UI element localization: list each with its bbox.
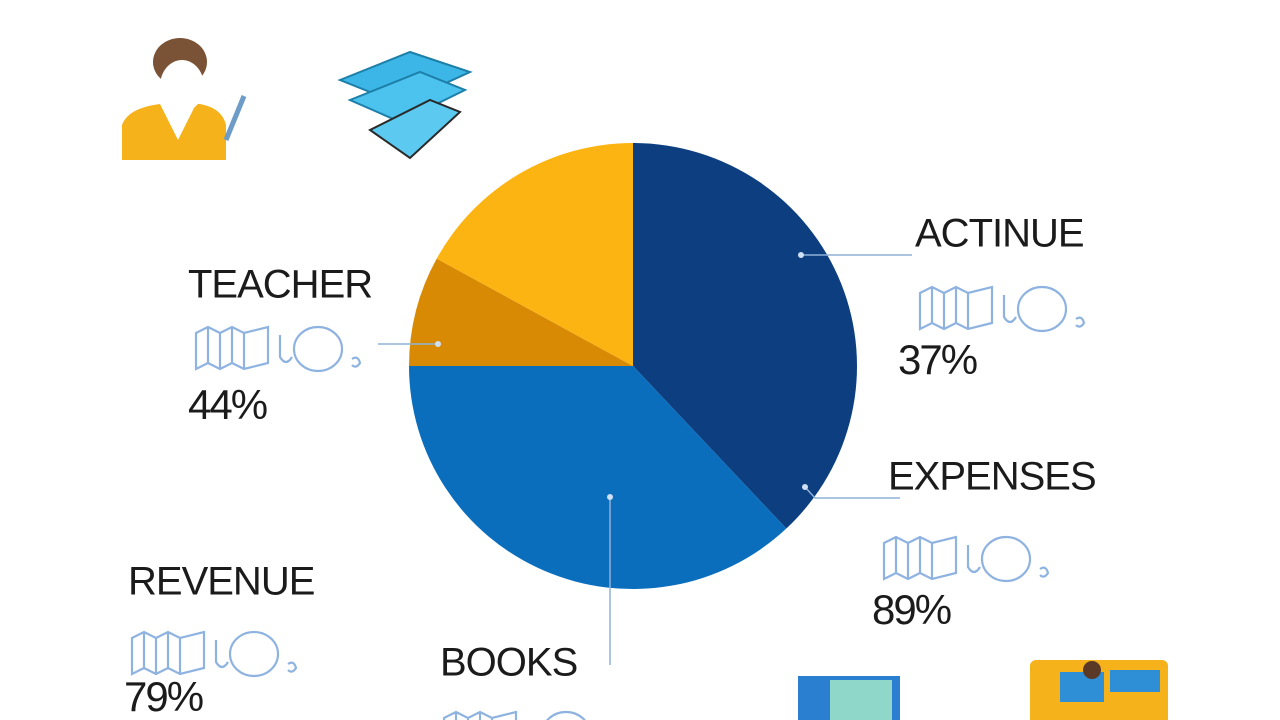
callout-label: TEACHER [188, 263, 372, 307]
map-icon [882, 535, 958, 581]
leader-dot [607, 494, 613, 500]
pie-slice [409, 258, 633, 366]
map-icon [918, 285, 994, 331]
callouts: TEACHER 44% ACTINUE 37% EXPENSES 89% REVENUE 79… [124, 212, 1097, 720]
bus-icon [1030, 660, 1168, 720]
leader-lines [378, 252, 912, 665]
pie-slice [633, 143, 857, 529]
callout-value: 44% [188, 381, 267, 428]
map-icon [130, 630, 206, 676]
binder-icon [798, 676, 900, 720]
callout-label: BOOKS [440, 641, 577, 685]
map-icon [442, 710, 518, 720]
callout-value: 37% [898, 336, 977, 383]
callout-label: ACTINUE [915, 212, 1084, 256]
callout-label: EXPENSES [888, 455, 1096, 499]
leader-dot [435, 341, 441, 347]
callout-label: REVENUE [128, 560, 314, 604]
callout-icons [918, 285, 1086, 333]
stethoscope-icon [1002, 285, 1086, 333]
pie-slice [409, 366, 787, 589]
pie [409, 143, 857, 589]
books-icon [337, 50, 473, 160]
stethoscope-icon [966, 535, 1050, 583]
map-icon [194, 325, 270, 371]
stethoscope-icon [526, 710, 586, 720]
callout-icons [442, 710, 586, 720]
callout-icons [194, 325, 362, 373]
callout-icons [882, 535, 1050, 583]
callout-value: 79% [124, 673, 203, 720]
callout-value: 89% [872, 586, 951, 633]
stethoscope-icon [278, 325, 362, 373]
teacher-icon [122, 38, 247, 160]
leader-dot [802, 484, 808, 490]
callout-icons [130, 630, 298, 678]
leader-line [804, 486, 900, 499]
pie-slice [436, 143, 633, 366]
stethoscope-icon [214, 630, 298, 678]
leader-dot [798, 252, 804, 258]
